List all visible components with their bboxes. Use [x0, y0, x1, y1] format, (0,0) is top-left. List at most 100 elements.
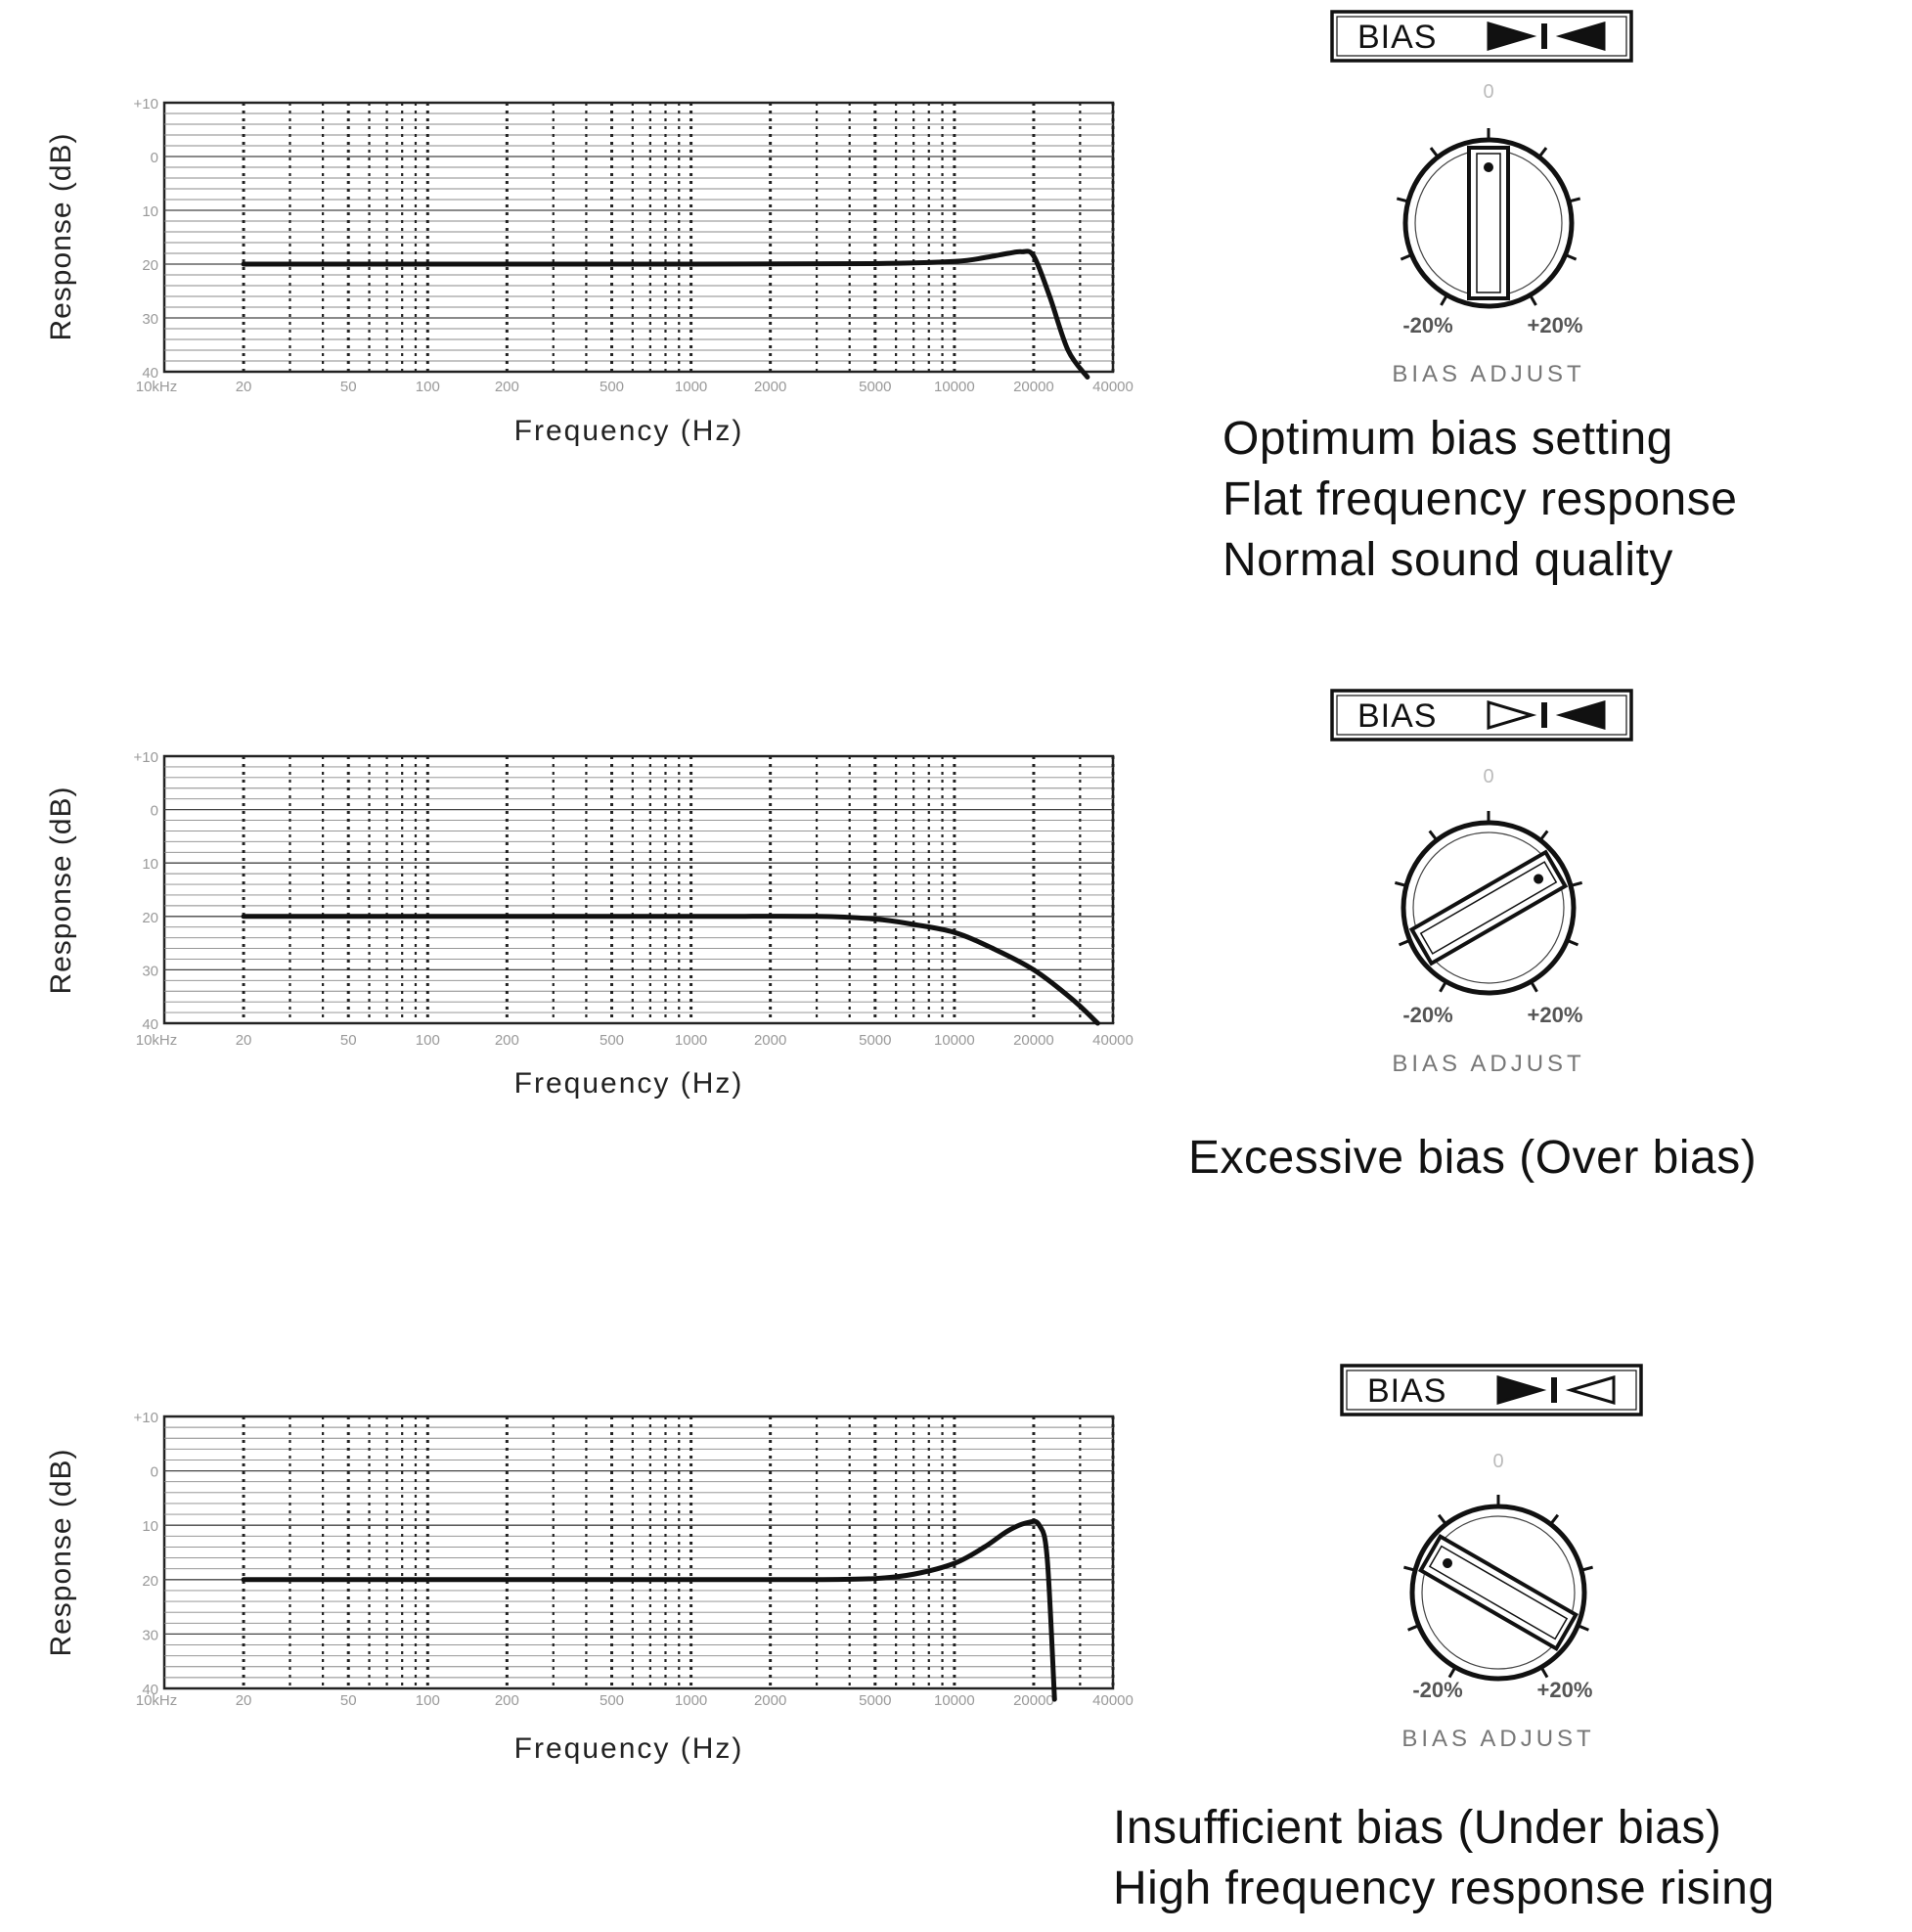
caption-line: Flat frequency response: [1223, 473, 1738, 525]
knob-min-label: -20%: [1402, 313, 1452, 337]
x-tick-label: 500: [600, 1032, 624, 1049]
x-tick-label: 1000: [675, 379, 707, 395]
knob-pointer-dot: [1484, 162, 1493, 172]
knob-tick: [1531, 982, 1538, 993]
y-tick-label: 10: [142, 1518, 158, 1535]
x-tick-label: 2000: [754, 1692, 786, 1709]
y-tick-label: +10: [134, 1410, 158, 1426]
x-tick-label: 20000: [1013, 1692, 1054, 1709]
knob-tick: [1570, 197, 1581, 202]
knob-pointer-inner: [1419, 861, 1558, 955]
caption-line: Optimum bias setting: [1223, 413, 1673, 465]
y-tick-label: 10: [142, 856, 158, 873]
y-tick-label: 0: [151, 803, 158, 820]
indicator-inner-frame: [1346, 1370, 1637, 1411]
indicator-center-bar-icon: [1551, 1377, 1557, 1403]
x-tick-label: 5000: [859, 1032, 891, 1049]
y-tick-label: 20: [142, 910, 158, 926]
bias-adjust-knob: 0 -20% +20% BIAS ADJUST: [1401, 1451, 1594, 1752]
knob-pointer-bar: [1417, 1533, 1579, 1652]
knob-inner-ring: [1412, 831, 1565, 984]
x-tick-label: 200: [495, 1692, 519, 1709]
y-tick-label: 20: [142, 257, 158, 274]
x-axis-label: Frequency (Hz): [514, 1067, 744, 1100]
y-tick-label: +10: [134, 96, 158, 112]
x-tick-label: 40000: [1092, 1692, 1134, 1709]
knob-pointer-bar: [1408, 849, 1569, 966]
series-line: [241, 248, 1090, 380]
x-axis-label: Frequency (Hz): [514, 1732, 744, 1765]
plot-frame: [162, 1415, 1115, 1690]
x-tick-label: 10kHz: [136, 1032, 178, 1049]
x-tick-label: 1000: [675, 1032, 707, 1049]
x-tick-label: 100: [416, 379, 440, 395]
indicator-frame: [1340, 1364, 1643, 1416]
x-tick-label: 10kHz: [136, 1692, 178, 1709]
knob-tick: [1428, 830, 1438, 840]
chart-2-caption: Excessive bias (Over bias): [1188, 1128, 1756, 1189]
indicator-left-arrow-icon: [1496, 1374, 1547, 1406]
knob-title: BIAS ADJUST: [1392, 1051, 1584, 1077]
caption-line: High frequency response rising: [1113, 1863, 1775, 1914]
knob-zero-label: 0: [1483, 766, 1493, 787]
y-tick-label: +10: [134, 749, 158, 766]
x-tick-label: 200: [495, 379, 519, 395]
knob-zero-label: 0: [1492, 1451, 1503, 1472]
indicator-left-arrow-icon: [1487, 21, 1537, 52]
x-tick-label: 20: [236, 379, 252, 395]
knob-tick: [1572, 880, 1583, 887]
knob-title: BIAS ADJUST: [1401, 1726, 1594, 1752]
y-tick-label: 0: [151, 1464, 158, 1481]
x-tick-label: 2000: [754, 1032, 786, 1049]
knob-pointer: [1417, 1533, 1579, 1652]
x-tick-label: 2000: [754, 379, 786, 395]
knob-pointer: [1408, 849, 1569, 966]
indicator-right-arrow-icon: [1555, 21, 1606, 52]
knob-tick: [1447, 1668, 1456, 1679]
indicator-frame: [1330, 689, 1633, 741]
y-tick-label: 30: [142, 311, 158, 328]
knob-tick: [1429, 147, 1439, 157]
indicator-inner-frame: [1336, 16, 1627, 57]
knob-pointer-bar: [1467, 146, 1510, 300]
knob-max-label: +20%: [1528, 313, 1583, 337]
knob-tick: [1582, 1565, 1593, 1572]
caption-line: Normal sound quality: [1223, 534, 1673, 586]
y-tick-label: 30: [142, 963, 158, 979]
x-tick-label: 5000: [859, 379, 891, 395]
knob-pointer-dot: [1443, 1558, 1453, 1568]
knob-min-label: -20%: [1402, 1003, 1452, 1027]
knob-tick: [1566, 253, 1578, 261]
knob-title: BIAS ADJUST: [1392, 361, 1584, 387]
knob-tick: [1400, 253, 1411, 261]
x-tick-label: 50: [340, 379, 357, 395]
x-tick-label: 500: [600, 379, 624, 395]
x-tick-label: 500: [600, 1692, 624, 1709]
y-tick-label: 40: [142, 1016, 158, 1033]
x-tick-label: 10000: [934, 1692, 975, 1709]
y-axis-label: Response (dB): [45, 132, 77, 340]
indicator-center-bar-icon: [1541, 23, 1547, 49]
y-tick-label: 10: [142, 203, 158, 220]
y-tick-label: 40: [142, 365, 158, 382]
indicator-label: BIAS: [1357, 697, 1437, 735]
bias-adjust-knob: 0 -20% +20% BIAS ADJUST: [1392, 766, 1584, 1077]
knob-tick: [1540, 1668, 1549, 1679]
knob-tick: [1568, 939, 1579, 947]
x-tick-label: 10000: [934, 379, 975, 395]
x-tick-label: 40000: [1092, 1032, 1134, 1049]
x-tick-label: 20: [236, 1032, 252, 1049]
knob-tick: [1439, 982, 1446, 993]
x-tick-label: 10kHz: [136, 379, 178, 395]
x-tick-label: 50: [340, 1032, 357, 1049]
knob-max-label: +20%: [1528, 1003, 1583, 1027]
knob-tick: [1440, 295, 1447, 306]
indicator-label: BIAS: [1367, 1372, 1446, 1410]
plot-frame: [162, 101, 1115, 374]
knob-min-label: -20%: [1412, 1678, 1462, 1702]
x-tick-label: 40000: [1092, 379, 1134, 395]
indicator-center-bar-icon: [1541, 702, 1547, 728]
